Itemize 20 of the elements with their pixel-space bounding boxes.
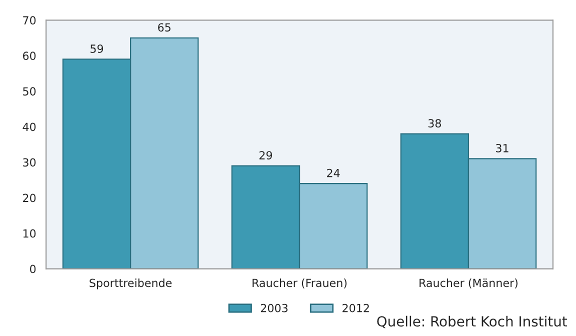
x-tick-label: Sporttreibende xyxy=(90,278,172,290)
legend-label: 2012 xyxy=(342,304,369,312)
data-label: 31 xyxy=(496,144,508,152)
y-tick-label: 50 xyxy=(23,87,36,96)
data-label: 59 xyxy=(90,44,104,53)
data-label: 65 xyxy=(158,23,170,32)
y-tick-label: 20 xyxy=(23,194,36,202)
y-tick-label: 40 xyxy=(22,122,36,132)
y-tick-label: 70 xyxy=(23,16,36,25)
data-label: 38 xyxy=(428,119,441,128)
y-tick-label: 60 xyxy=(22,52,36,60)
x-tick-label: Raucher (Männer) xyxy=(420,278,518,288)
data-label: 24 xyxy=(327,168,340,178)
data-label: 29 xyxy=(259,151,272,160)
source-note: Quelle: Robert Koch Institut xyxy=(377,316,568,328)
legend-label: 2003 xyxy=(260,304,288,312)
y-tick-label: 10 xyxy=(23,229,36,238)
x-tick-label: Raucher (Frauen) xyxy=(252,278,347,288)
y-tick-label: 0 xyxy=(30,264,36,274)
y-tick-label: 30 xyxy=(23,158,36,167)
